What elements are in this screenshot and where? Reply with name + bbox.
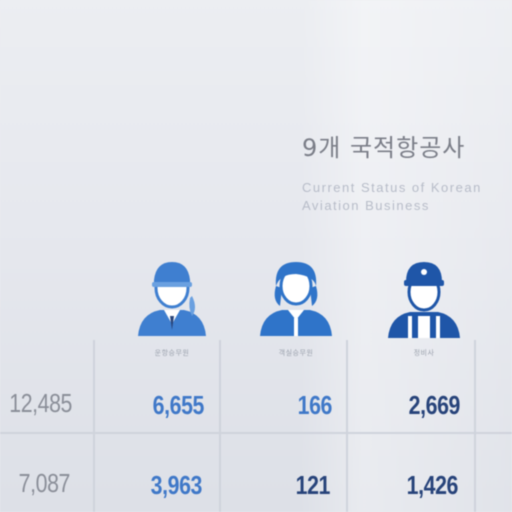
subtitle-line-2: Aviation Business — [302, 198, 430, 213]
column-divider — [346, 340, 348, 512]
pilot-icon — [134, 256, 210, 336]
subtitle-line-1: Current Status of Korean — [302, 180, 482, 195]
page-title: 9개 국적항공사 — [302, 134, 466, 162]
category-label-flight-attendant: 객실승무원 — [278, 350, 314, 357]
table-cell: 121 — [295, 470, 331, 500]
table-cell: 166 — [297, 390, 333, 420]
category-label-pilot: 운항승무원 — [154, 350, 190, 357]
row-divider — [0, 432, 512, 434]
mechanic-icon — [386, 258, 462, 338]
row-total: 7,087 — [18, 468, 71, 498]
title-block: 9개 국적항공사 Current Status of Korean Aviati… — [302, 128, 512, 215]
column-divider — [474, 340, 476, 512]
table-cell: 6,655 — [152, 390, 205, 420]
page-subtitle: Current Status of Korean Aviation Busine… — [302, 179, 512, 215]
flight-attendant-icon — [258, 256, 334, 336]
table-cell: 2,669 — [408, 390, 461, 420]
row-total: 12,485 — [9, 388, 72, 418]
column-divider — [219, 340, 221, 512]
table-cell: 1,426 — [406, 470, 459, 500]
column-divider — [93, 340, 95, 512]
table-cell: 3,963 — [150, 470, 203, 500]
category-label-mechanic: 정비사 — [413, 350, 435, 357]
